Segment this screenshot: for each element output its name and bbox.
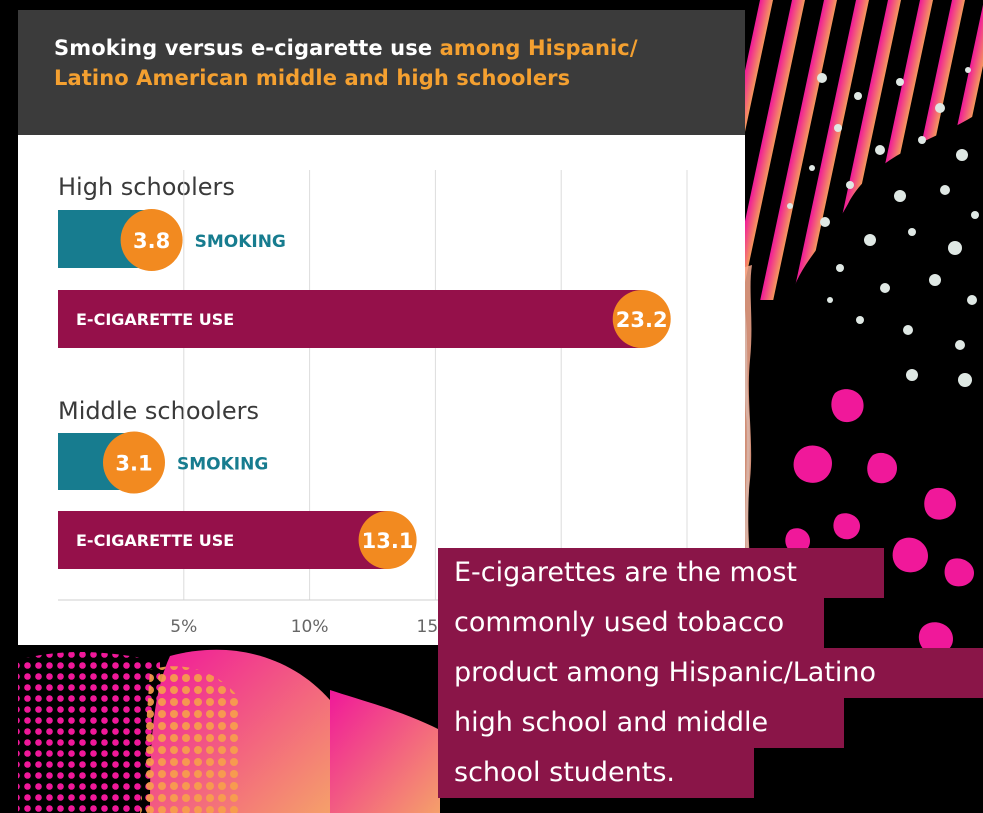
white-dots-decoration [787, 67, 979, 387]
caption-line-5: school students. [438, 748, 754, 798]
dotted-pattern-decoration [18, 645, 460, 813]
x-tick-label-10: 10% [291, 617, 329, 637]
bar-label-middle-schoolers-smoking: SMOKING [177, 455, 268, 475]
caption-line-4: high school and middle [438, 698, 844, 748]
caption-line-3: product among Hispanic/Latino [438, 648, 983, 698]
value-badge-high-schoolers-ecig [612, 290, 671, 348]
bar-label-high-schoolers-smoking: SMOKING [195, 232, 286, 252]
value-label-middle-schoolers-smoking: 3.1 [115, 452, 152, 476]
bar-label-middle-schoolers-ecig: E-CIGARETTE USE [76, 531, 234, 550]
chart-card: Smoking versus e-cigarette use among His… [18, 10, 745, 645]
caption-line-1: E-cigarettes are the most [438, 548, 884, 598]
value-badge-middle-schoolers-ecig [358, 511, 417, 569]
x-tick-label-5: 5% [170, 617, 197, 637]
chart-header: Smoking versus e-cigarette use among His… [18, 10, 745, 135]
chart-title-part-1: Smoking versus e-cigarette use [54, 36, 433, 60]
bar-label-high-schoolers-ecig: E-CIGARETTE USE [76, 310, 234, 329]
value-label-high-schoolers-smoking: 3.8 [133, 229, 170, 253]
caption-line-2: commonly used tobacco [438, 598, 824, 648]
caption-box: E-cigarettes are the most commonly used … [438, 548, 983, 813]
chart-title-part-2: among Hispanic/ [439, 36, 638, 60]
group-label-middle-schoolers: Middle schoolers [58, 397, 259, 425]
chart-title-line-2: Latino American middle and high schooler… [54, 66, 571, 90]
bar-high-schoolers-ecig [58, 290, 642, 348]
group-label-high-schoolers: High schoolers [58, 173, 235, 201]
value-badge-middle-schoolers-smoking [102, 431, 165, 494]
value-label-high-schoolers-ecig: 23.2 [616, 308, 668, 332]
bar-middle-schoolers-ecig [58, 511, 388, 569]
value-badge-high-schoolers-smoking [120, 209, 183, 271]
value-label-middle-schoolers-ecig: 13.1 [362, 529, 414, 553]
chart-title-line-1: Smoking versus e-cigarette use among His… [54, 36, 638, 60]
